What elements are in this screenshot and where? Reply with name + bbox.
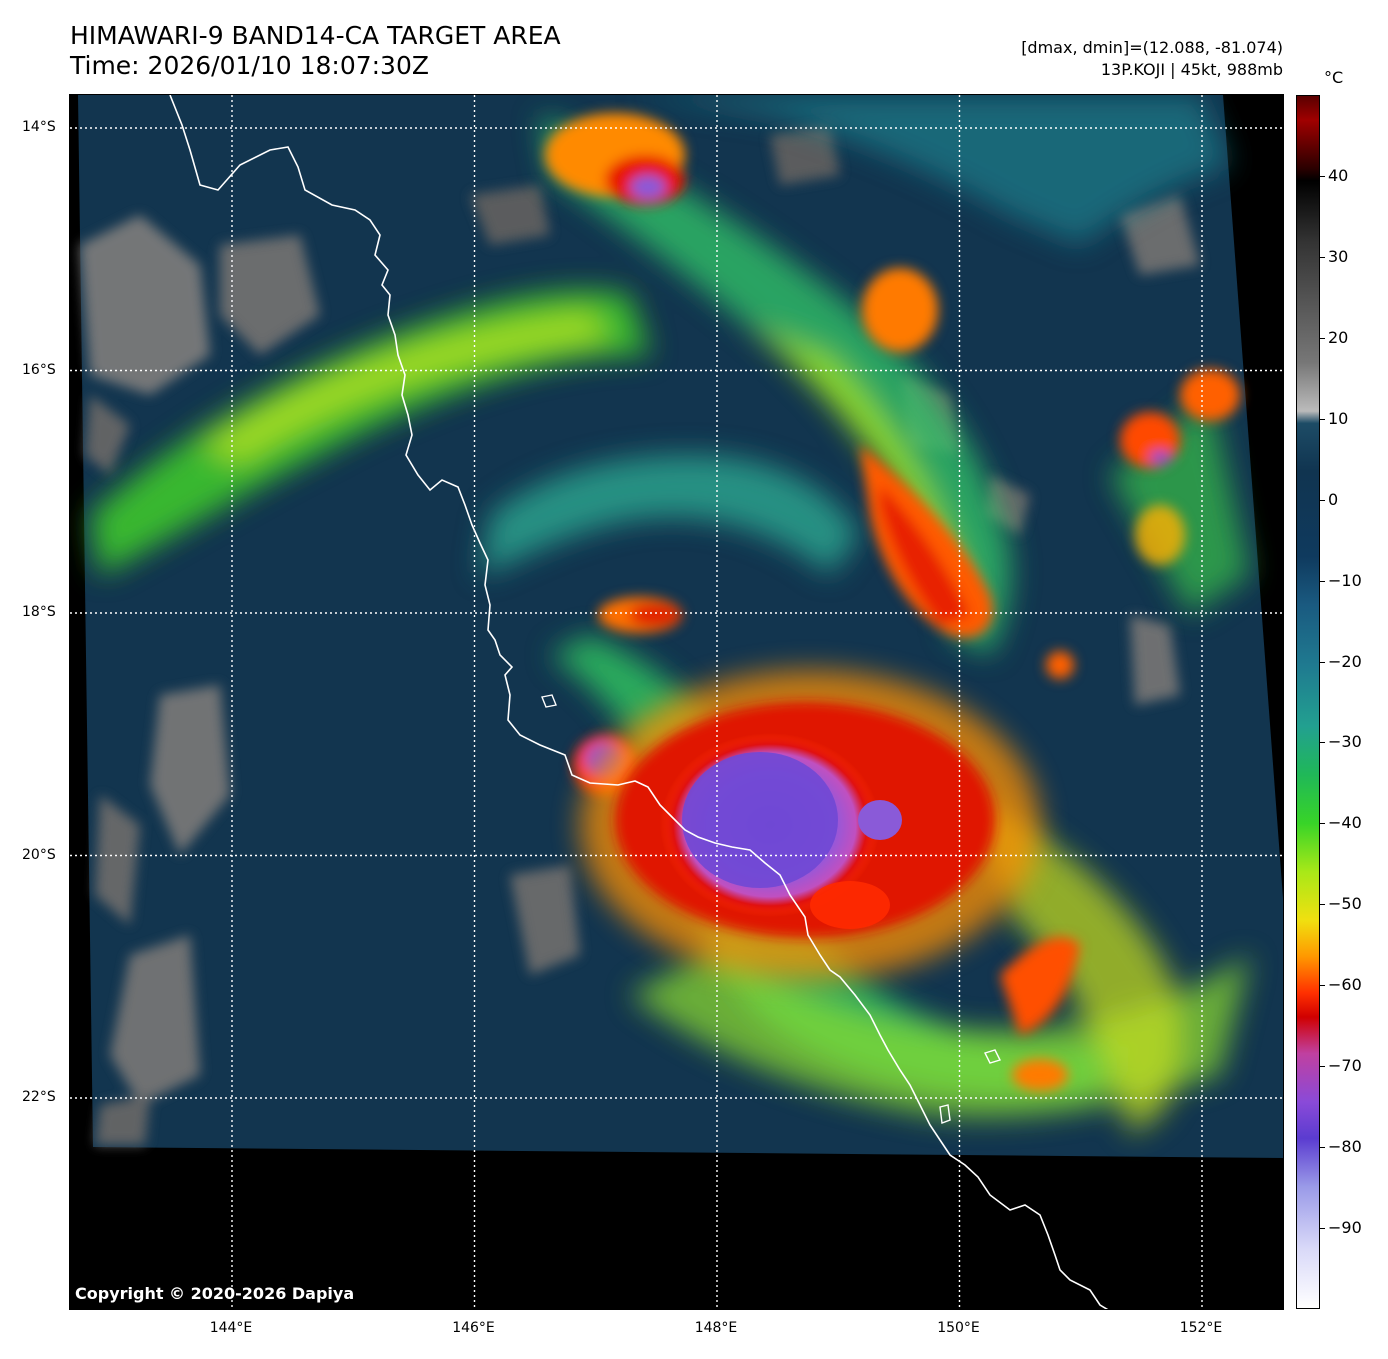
latitude-label: 18°S	[22, 604, 56, 620]
colorbar-unit: °C	[1324, 68, 1344, 87]
latitude-label: 22°S	[22, 1089, 56, 1105]
colorbar-tick-label: −90	[1328, 1218, 1362, 1238]
longitude-label: 144°E	[209, 1320, 253, 1336]
colorbar-tick	[1320, 1147, 1325, 1149]
copyright-text: Copyright © 2020-2026 Dapiya	[75, 1284, 355, 1303]
satellite-map	[69, 94, 1284, 1310]
latitude-label: 14°S	[22, 119, 56, 135]
colorbar-tick	[1320, 256, 1325, 258]
latitude-label: 20°S	[22, 846, 56, 863]
colorbar-tick-label: −70	[1328, 1056, 1362, 1076]
colorbar-tick-label: −20	[1328, 651, 1362, 671]
colorbar-tick-label: −50	[1328, 894, 1362, 914]
colorbar-tick-label: −40	[1328, 813, 1362, 833]
colorbar-tick-label: −80	[1328, 1137, 1362, 1157]
colorbar-tick	[1320, 337, 1325, 339]
infrared-imagery	[70, 95, 1283, 1309]
cold-cloud-tops	[545, 113, 1240, 1091]
warm-surface-areas	[80, 125, 1200, 1145]
colorbar-tick	[1320, 985, 1325, 987]
data-range-readout: [dmax, dmin]=(12.088, -81.074)	[1021, 38, 1283, 57]
central-dense-overcast	[580, 670, 1040, 980]
timestamp: Time: 2026/01/10 18:07:30Z	[70, 51, 429, 80]
longitude-label: 150°E	[937, 1320, 980, 1336]
colorbar-tick-label: −30	[1328, 732, 1362, 752]
colorbar-tick	[1320, 661, 1325, 663]
colorbar-tick	[1320, 742, 1325, 744]
island-outline	[984, 1049, 1001, 1064]
colorbar-tick-label: 0	[1328, 489, 1339, 509]
colorbar-tick-label: −10	[1328, 570, 1362, 590]
coastline	[169, 95, 1109, 1309]
island-outline	[939, 1104, 951, 1124]
storm-info: 13P.KOJI | 45kt, 988mb	[1100, 60, 1283, 79]
colorbar-tick	[1320, 823, 1325, 825]
island-outline	[541, 694, 557, 708]
colorbar-tick	[1320, 175, 1325, 177]
colorbar-tick	[1320, 418, 1325, 420]
longitude-label: 146°E	[452, 1320, 495, 1336]
colorbar-tick-label: 30	[1328, 246, 1349, 266]
longitude-label: 148°E	[694, 1320, 738, 1336]
colorbar-tick	[1320, 499, 1325, 501]
colorbar-tick-label: 20	[1328, 327, 1349, 347]
colorbar-tick	[1320, 904, 1325, 906]
colorbar-tick	[1320, 1066, 1325, 1068]
colorbar	[1296, 95, 1320, 1309]
colorbar-tick	[1320, 580, 1325, 582]
longitude-label: 152°E	[1179, 1320, 1223, 1336]
colorbar-tick-label: −60	[1328, 975, 1362, 995]
chart-title: HIMAWARI-9 BAND14-CA TARGET AREA	[70, 21, 561, 50]
latitude-label: 16°S	[22, 361, 56, 378]
colorbar-tick-label: 40	[1328, 165, 1349, 185]
colorbar-tick	[1320, 1228, 1325, 1230]
colorbar-tick-label: 10	[1328, 408, 1349, 428]
